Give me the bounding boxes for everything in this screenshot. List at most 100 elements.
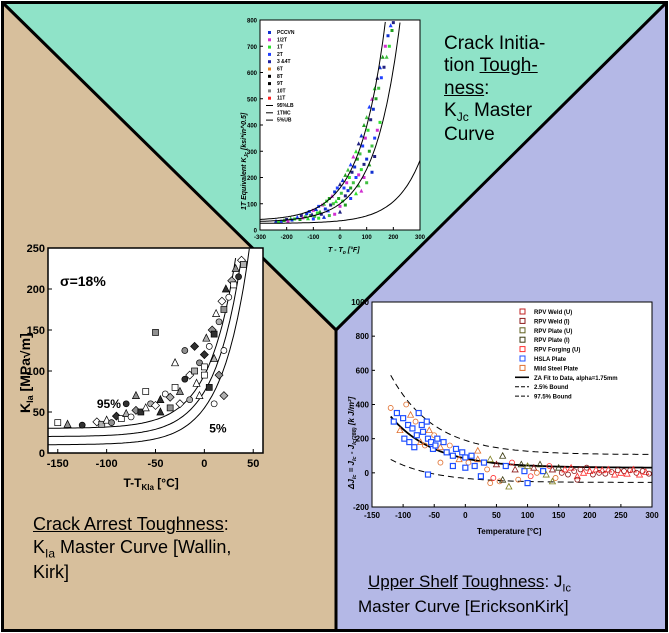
caption-arrest-title: Crack Arrest Toughness	[33, 514, 224, 534]
initiation-chart: 0 100 200 300 400 500 600 700 800 -300 -200 -100 0 10…	[236, 14, 426, 269]
initiation-point	[314, 207, 318, 211]
initiation-point	[384, 54, 389, 59]
initiation-legend-label: 1T	[277, 45, 283, 51]
initiation-point	[377, 86, 381, 90]
upper-point	[521, 468, 528, 475]
upper-point	[533, 469, 540, 476]
upper-legend-marker	[519, 327, 526, 334]
arrest-point	[181, 347, 189, 354]
arrest-point	[54, 419, 62, 427]
arrest-point	[195, 390, 204, 399]
upper-point	[517, 460, 526, 468]
upper-point	[406, 410, 415, 418]
arrest-point	[78, 421, 86, 429]
upper-point	[540, 468, 547, 475]
initiation-point	[391, 21, 395, 25]
arrest-point	[225, 293, 233, 301]
caption-upper-jsub: Ic	[562, 582, 571, 595]
initiation-ytick-label: 500	[247, 97, 258, 103]
upper-point	[425, 426, 433, 434]
upper-point	[455, 455, 463, 463]
initiation-xtick-label: -200	[281, 235, 294, 241]
initiation-point	[370, 170, 374, 174]
initiation-point	[313, 214, 317, 218]
upper-point	[592, 465, 600, 473]
upper-point	[406, 438, 413, 446]
upper-point	[390, 418, 397, 425]
upper-point	[474, 455, 482, 463]
upper-point	[561, 465, 569, 473]
caption-arrest-kirk: Kirk]	[33, 562, 69, 583]
upper-point	[579, 468, 588, 476]
initiation-legend-label: 1/2T	[277, 37, 287, 43]
arrest-point	[214, 370, 224, 380]
caption-upper-title1: Upper Shelf	[368, 572, 458, 591]
arrest-point	[152, 329, 159, 336]
initiation-point	[362, 162, 366, 166]
initiation-curve-ub5	[260, 21, 386, 220]
initiation-point	[380, 54, 385, 59]
initiation-point	[317, 216, 321, 220]
initiation-point	[290, 218, 294, 222]
upper-point	[474, 446, 482, 454]
initiation-point	[351, 181, 355, 185]
initiation-point	[382, 65, 386, 69]
initiation-point	[299, 214, 303, 218]
initiation-point	[367, 149, 371, 153]
upper-chart: -200 0 200 400 600 800 1000 -150 -100 -50 0 50 100 15…	[344, 296, 662, 554]
initiation-point	[338, 204, 342, 208]
upper-xtick-label: 100	[521, 511, 535, 520]
arrest-point	[122, 408, 131, 417]
upper-point	[583, 464, 590, 471]
initiation-point	[362, 123, 366, 127]
caption-initiation: Crack Initia- tion Tough- ness: KJc Mast…	[444, 33, 545, 147]
arrest-curve-lower	[48, 248, 250, 446]
caption-arrest: Crack Arrest Toughness: KIa Master Curve…	[33, 513, 231, 584]
initiation-point	[349, 197, 353, 200]
arrest-xtick-label: -150	[47, 458, 69, 470]
initiation-xlabel: T - To [°F]	[328, 246, 360, 256]
upper-point	[459, 449, 466, 456]
upper-plot-area	[371, 301, 653, 508]
arrest-point	[196, 359, 203, 367]
initiation-curve-lb95	[260, 160, 421, 224]
arrest-point	[156, 407, 165, 416]
arrest-point	[137, 408, 145, 416]
initiation-legend-label: 5%UB	[277, 118, 292, 124]
upper-xtick-label: 50	[492, 511, 501, 520]
upper-ylabel: ΔJIc = JIc - JIc(288) [k J/m²]	[347, 396, 358, 490]
arrest-ylabel: KIa [MPa√m]	[20, 333, 35, 413]
upper-point	[418, 421, 425, 429]
initiation-point	[327, 197, 331, 200]
upper-ytick-label: -200	[353, 503, 370, 512]
initiation-legend-label: 6T	[277, 67, 283, 73]
initiation-legend-label: 2T	[277, 52, 283, 58]
upper-point	[542, 470, 550, 478]
initiation-point	[329, 203, 333, 207]
initiation-point	[303, 215, 307, 219]
arrest-point	[205, 384, 213, 391]
upper-point	[577, 466, 584, 473]
arrest-point	[235, 273, 242, 281]
upper-legend-marker	[519, 308, 526, 315]
initiation-legend-marker	[268, 74, 271, 78]
initiation-point	[307, 210, 311, 214]
arrest-point	[240, 261, 247, 268]
upper-legend-label: RPV Plate (U)	[534, 329, 572, 335]
initiation-point	[335, 186, 339, 190]
upper-point	[431, 432, 438, 439]
arrest-point	[201, 371, 208, 379]
upper-point	[432, 442, 439, 449]
arrest-point	[212, 308, 221, 317]
initiation-point	[358, 152, 362, 156]
initiation-point	[319, 212, 323, 216]
initiation-point	[354, 176, 358, 179]
arrest-point	[165, 392, 175, 402]
initiation-ytick-label: 400	[247, 124, 258, 130]
initiation-point	[346, 167, 350, 172]
arrest-point	[170, 358, 180, 367]
upper-point	[486, 455, 494, 463]
upper-point	[567, 463, 575, 471]
upper-point	[492, 460, 501, 468]
upper-legend-label: RPV Plate (I)	[534, 338, 570, 344]
